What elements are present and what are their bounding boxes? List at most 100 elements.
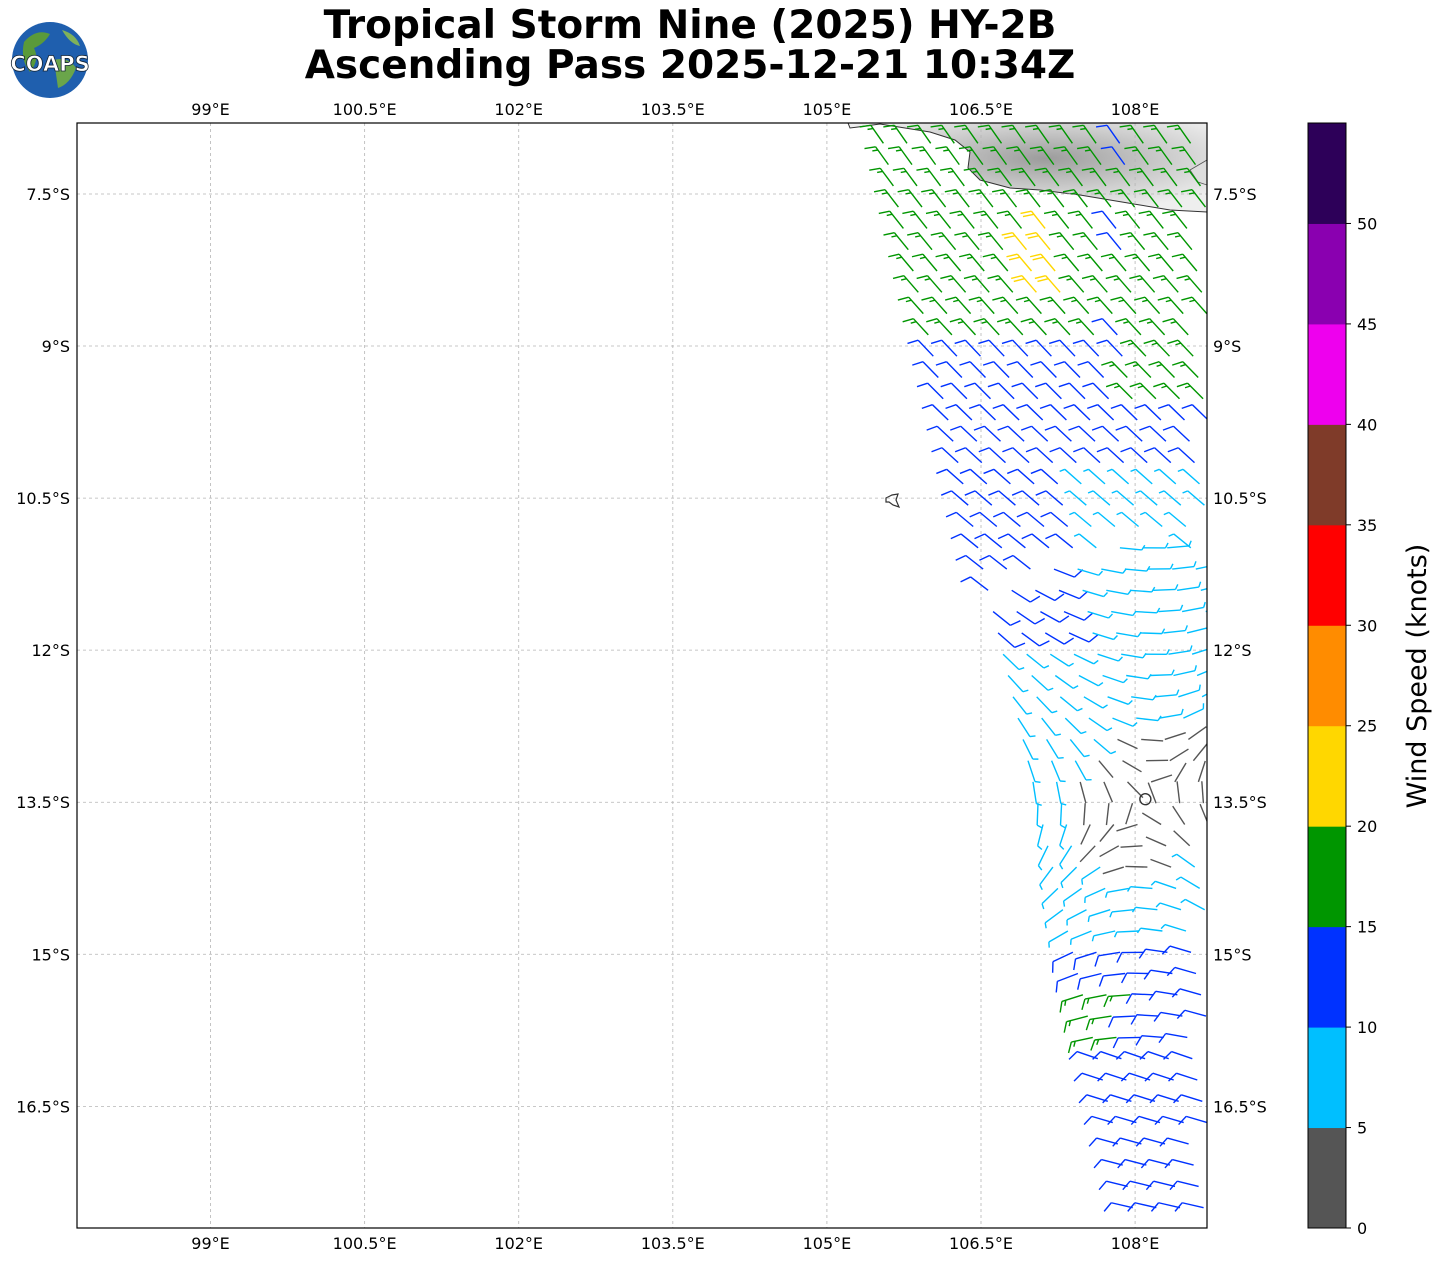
- wind-barb-flag: [955, 554, 967, 561]
- wind-barb-flag: [1014, 642, 1026, 649]
- wind-barb: [902, 210, 928, 229]
- wind-barb-flag: [911, 146, 923, 150]
- wind-barb: [1116, 823, 1138, 832]
- wind-barb: [1001, 339, 1029, 357]
- wind-barb-flag: [1088, 634, 1099, 643]
- wind-barb-flag: [1063, 637, 1075, 645]
- wind-barb-shaft: [1091, 1115, 1113, 1124]
- wind-barb-flag: [1016, 404, 1028, 410]
- wind-barb-half-flag: [1164, 542, 1169, 549]
- wind-barb-half-flag: [976, 299, 983, 303]
- wind-barb: [1172, 561, 1197, 570]
- wind-barb-shaft: [1191, 404, 1207, 421]
- wind-barb: [1010, 274, 1037, 293]
- wind-barb-flag: [940, 274, 952, 280]
- wind-barb: [1046, 739, 1064, 759]
- wind-barb-flag: [1171, 146, 1183, 150]
- wind-barb: [1063, 1015, 1088, 1033]
- wind-barb-half-flag: [1080, 730, 1087, 735]
- wind-barb: [1119, 339, 1147, 357]
- wind-barb-flag: [950, 425, 962, 431]
- wind-barb-shaft: [1073, 511, 1092, 528]
- wind-barb-half-flag: [900, 170, 907, 174]
- wind-barb: [1039, 404, 1067, 421]
- wind-barb: [1035, 589, 1065, 602]
- wind-barb-flag: [1078, 590, 1089, 600]
- wind-barb-shaft: [1159, 713, 1182, 719]
- wind-barb: [1053, 253, 1080, 272]
- lat-labels-left: 7.5°S 9°S 10.5°S 12°S 13.5°S 15°S 16.5°S: [16, 185, 70, 1116]
- wind-barb-half-flag: [1141, 544, 1146, 551]
- map-plot-area: [77, 123, 1225, 1228]
- wind-barb-shaft: [1150, 858, 1172, 868]
- wind-barb: [1007, 675, 1029, 693]
- wind-barb-half-flag: [1051, 213, 1058, 217]
- wind-barb-flag: [1067, 1041, 1072, 1054]
- wind-barb: [1153, 1011, 1183, 1022]
- wind-barb-shaft: [1106, 1180, 1128, 1188]
- wind-barb: [1098, 760, 1114, 779]
- wind-barb: [1148, 563, 1174, 570]
- wind-barb: [1112, 1137, 1142, 1147]
- wind-barb: [1158, 490, 1182, 506]
- wind-barb: [1021, 632, 1050, 647]
- wind-barb-shaft: [1138, 1115, 1161, 1124]
- wind-barb-shaft: [1124, 568, 1147, 572]
- lon-tick-label-bottom: 103.5°E: [641, 1234, 705, 1253]
- wind-barb: [1036, 696, 1058, 714]
- wind-barb-flag: [1119, 124, 1131, 128]
- wind-barb-flag: [1011, 382, 1023, 388]
- wind-barb-flag: [997, 533, 1009, 540]
- wind-barb-shaft: [1106, 232, 1122, 251]
- wind-barb: [1180, 898, 1206, 911]
- wind-barb-shaft: [1087, 610, 1109, 619]
- wind-barb-flag: [1176, 1009, 1186, 1020]
- wind-barb: [996, 318, 1024, 336]
- wind-barb-flag: [1119, 231, 1131, 236]
- wind-barb-flag: [1098, 1180, 1107, 1191]
- wind-barb-half-flag: [1041, 903, 1045, 910]
- wind-barb-half-flag: [1060, 824, 1066, 829]
- wind-barb: [1112, 717, 1138, 727]
- wind-barb-flag: [1164, 1159, 1173, 1169]
- wind-barb: [1139, 511, 1163, 528]
- wind-barb-shaft: [1101, 210, 1117, 229]
- wind-barb-shaft: [1125, 865, 1148, 868]
- wind-barb: [1086, 296, 1113, 315]
- wind-barb-flag: [974, 533, 985, 540]
- wind-barb-shaft: [1002, 404, 1020, 421]
- wind-barb: [945, 511, 974, 528]
- wind-barb-half-flag: [1160, 924, 1166, 930]
- wind-barb: [1058, 274, 1085, 293]
- wind-barb-flag: [892, 274, 905, 280]
- wind-barb-half-flag: [990, 149, 997, 152]
- wind-barb: [1127, 1202, 1157, 1212]
- wind-barb: [1025, 231, 1051, 251]
- wind-barb-half-flag: [919, 149, 926, 152]
- wind-barb: [963, 167, 989, 187]
- lon-tick-label-bottom: 102°E: [494, 1234, 543, 1253]
- wind-barb: [1021, 533, 1050, 549]
- wind-barb-shaft: [1141, 738, 1164, 742]
- wind-barb: [1095, 124, 1121, 144]
- wind-barb: [1201, 685, 1207, 698]
- wind-barb: [1058, 382, 1086, 400]
- wind-barb-shaft: [1063, 887, 1083, 902]
- wind-barb-shaft: [998, 490, 1016, 506]
- wind-barb: [1136, 715, 1162, 722]
- wind-barb-half-flag: [1156, 256, 1162, 260]
- wind-barb-flag: [936, 468, 948, 475]
- wind-barb-half-flag: [1189, 299, 1196, 303]
- wind-barb: [954, 231, 980, 251]
- wind-barb-flag: [1115, 425, 1127, 431]
- wind-barb: [1020, 210, 1046, 229]
- wind-barb-shaft: [1186, 626, 1207, 634]
- lat-tick-label-right: 12°S: [1213, 641, 1252, 660]
- wind-barb-shaft: [1154, 694, 1177, 698]
- wind-barb-shaft: [1181, 606, 1204, 613]
- wind-barb-half-flag: [1221, 579, 1225, 584]
- wind-barb: [987, 274, 1014, 293]
- wind-barb-shaft: [1165, 1032, 1188, 1039]
- wind-barb: [1055, 972, 1079, 993]
- wind-barb-shaft: [1069, 738, 1085, 757]
